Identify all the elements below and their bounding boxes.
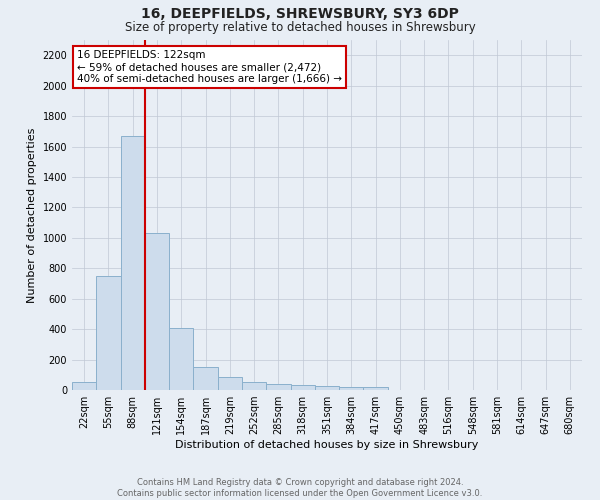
X-axis label: Distribution of detached houses by size in Shrewsbury: Distribution of detached houses by size … xyxy=(175,440,479,450)
Bar xyxy=(96,276,121,390)
Text: Contains HM Land Registry data © Crown copyright and database right 2024.
Contai: Contains HM Land Registry data © Crown c… xyxy=(118,478,482,498)
Bar xyxy=(364,387,388,390)
Bar xyxy=(266,384,290,390)
Bar xyxy=(121,136,145,390)
Bar xyxy=(145,232,169,390)
Bar xyxy=(339,387,364,390)
Text: 16 DEEPFIELDS: 122sqm
← 59% of detached houses are smaller (2,472)
40% of semi-d: 16 DEEPFIELDS: 122sqm ← 59% of detached … xyxy=(77,50,342,84)
Text: 16, DEEPFIELDS, SHREWSBURY, SY3 6DP: 16, DEEPFIELDS, SHREWSBURY, SY3 6DP xyxy=(141,8,459,22)
Bar xyxy=(218,377,242,390)
Bar xyxy=(193,367,218,390)
Bar xyxy=(290,386,315,390)
Bar xyxy=(72,382,96,390)
Y-axis label: Number of detached properties: Number of detached properties xyxy=(27,128,37,302)
Text: Size of property relative to detached houses in Shrewsbury: Size of property relative to detached ho… xyxy=(125,21,475,34)
Bar xyxy=(242,382,266,390)
Bar xyxy=(169,328,193,390)
Bar xyxy=(315,386,339,390)
